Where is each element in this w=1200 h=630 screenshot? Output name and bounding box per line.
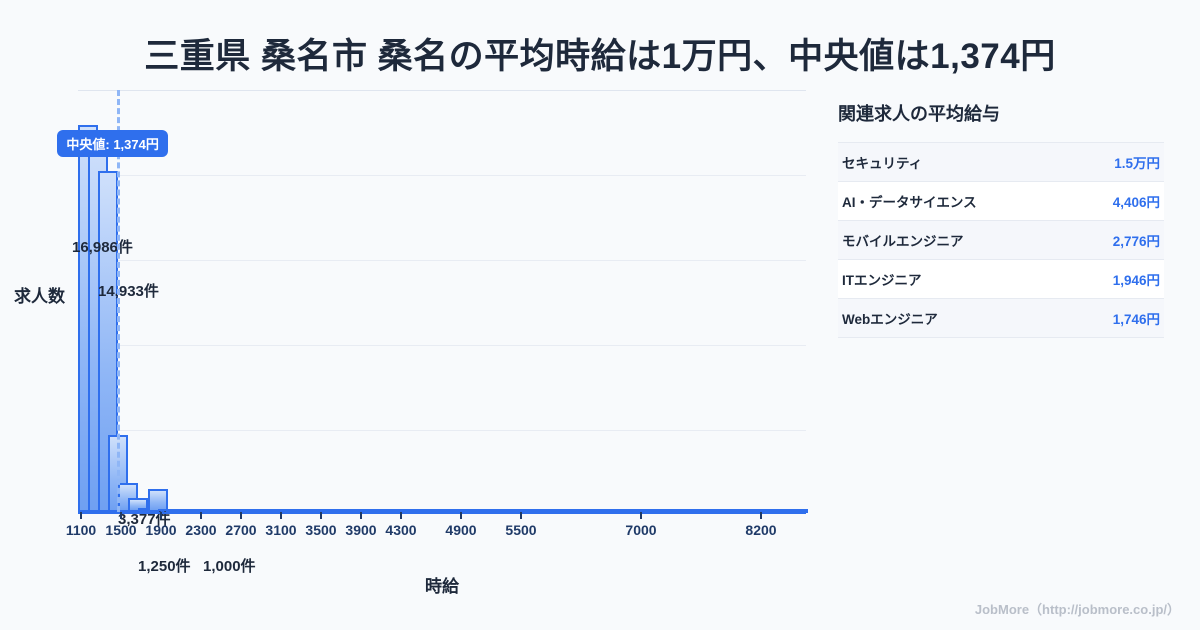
x-axis-tick (640, 512, 642, 519)
gridline (78, 345, 806, 346)
related-salary-title: 関連求人の平均給与 (838, 104, 1000, 124)
bar-value-label: 16,986件 (72, 239, 133, 256)
x-axis-tick-label: 4900 (445, 522, 477, 538)
x-axis-tick (160, 512, 162, 519)
x-axis-tick-label: 5500 (505, 522, 537, 538)
job-category-name: ITエンジニア (842, 273, 922, 288)
job-category-salary: 4,406円 (1112, 195, 1160, 210)
job-category-salary: 1,946円 (1112, 273, 1160, 288)
x-axis-tick (280, 512, 282, 519)
x-axis-tick-label: 7000 (625, 522, 657, 538)
x-axis-tick-label: 4300 (385, 522, 417, 538)
x-axis (78, 512, 806, 514)
x-axis-tick-label: 3500 (305, 522, 337, 538)
related-salary-panel: 関連求人の平均給与 セキュリティ 1.5万円 AI・データサイエンス 4,406円モバ… (838, 100, 1168, 338)
job-category-salary: 1.5万円 (1114, 156, 1160, 171)
gridline (78, 430, 806, 431)
gridline (78, 260, 806, 261)
x-axis-tick-label: 1100 (65, 522, 97, 538)
x-axis-tick (460, 512, 462, 519)
job-category-salary: 2,776円 (1112, 234, 1160, 249)
y-axis-title: 求人数 (14, 287, 65, 306)
page-title: 三重県 桑名市 桑名の平均時給は1万円、中央値は1,374円 (144, 37, 1056, 76)
x-axis-tick-label: 3900 (345, 522, 377, 538)
x-axis-tick (760, 512, 762, 519)
x-axis-title: 時給 (425, 577, 459, 596)
job-category-salary: 1,746円 (1112, 312, 1160, 327)
histogram-chart: 16,986件 14,933件 3,377件 1,250件 1,000件 中央値: 1,… (0, 90, 820, 596)
job-category-name: セキュリティ (842, 156, 923, 171)
related-salary-table: セキュリティ 1.5万円 AI・データサイエンス 4,406円モバイルエンジニア 2,7… (838, 142, 1164, 338)
median-line (117, 90, 121, 512)
x-axis-tick (520, 512, 522, 519)
bar-value-label: 1,000件 (203, 558, 256, 575)
table-row[interactable]: ITエンジニア 1,946円 (838, 259, 1164, 299)
table-row[interactable]: Webエンジニア 1,746円 (838, 298, 1164, 338)
gridline (78, 175, 806, 176)
x-axis-tick (400, 512, 402, 519)
median-badge: 中央値: 1,374円 (57, 130, 168, 157)
table-row[interactable]: セキュリティ 1.5万円 (838, 142, 1164, 182)
x-axis-tick-label: 2300 (185, 522, 217, 538)
bar-value-label: 14,933件 (98, 283, 159, 300)
x-axis-tick-label: 1500 (105, 522, 137, 538)
x-axis-tick (120, 512, 122, 519)
footer-credit: JobMore（http://jobmore.co.jp/） (974, 602, 1180, 617)
x-axis-tick-label: 1900 (145, 522, 177, 538)
table-row[interactable]: モバイルエンジニア 2,776円 (838, 220, 1164, 260)
bar-value-label: 1,250件 (138, 558, 191, 575)
table-row[interactable]: AI・データサイエンス 4,406円 (838, 181, 1164, 221)
x-axis-tick (360, 512, 362, 519)
x-axis-tick (80, 512, 82, 519)
x-axis-tick-label: 2700 (225, 522, 257, 538)
x-axis-tick (240, 512, 242, 519)
x-axis-tick (320, 512, 322, 519)
x-axis-tick-label: 3100 (265, 522, 297, 538)
job-category-name: AI・データサイエンス (842, 195, 977, 210)
job-category-name: モバイルエンジニア (842, 234, 964, 249)
chart-top-border (78, 90, 806, 91)
x-axis-tick-label: 8200 (745, 522, 777, 538)
x-axis-tick (200, 512, 202, 519)
bar-value-label: 3,377件 (118, 511, 171, 528)
job-category-name: Webエンジニア (842, 312, 938, 327)
